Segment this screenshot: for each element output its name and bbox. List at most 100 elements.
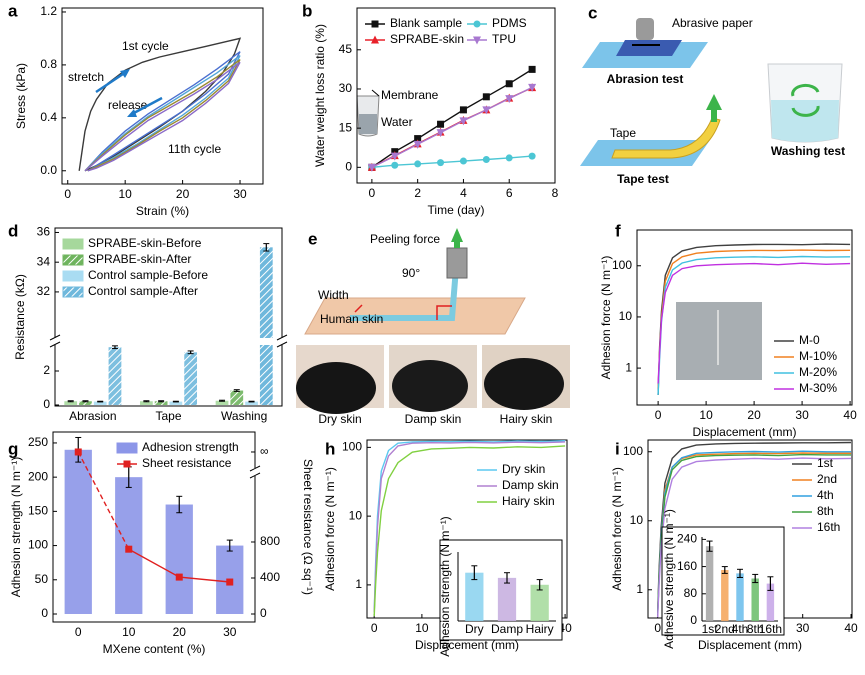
x-tick-label: Abrasion xyxy=(69,409,116,423)
y-tick-label: 1.2 xyxy=(40,4,57,18)
y-tick-label: 15 xyxy=(339,120,353,134)
plot-frame xyxy=(356,7,556,184)
series-line xyxy=(78,37,242,172)
legend-label: 16th xyxy=(817,520,840,534)
annotation: 11th cycle xyxy=(168,142,221,156)
bar xyxy=(154,401,168,405)
y-tick-label: 0 xyxy=(41,606,48,620)
marker xyxy=(175,573,183,581)
x-tick-label: 0 xyxy=(654,621,661,635)
legend-label: M-20% xyxy=(799,365,837,379)
y-tick-label: 10 xyxy=(630,513,644,527)
marker xyxy=(125,545,133,553)
clamp xyxy=(446,247,468,279)
x-tick-label: 20 xyxy=(173,625,187,639)
series-line xyxy=(371,155,533,168)
inset-photo xyxy=(676,302,762,380)
panel-letter: b xyxy=(302,1,312,20)
annotation-arrowhead xyxy=(127,109,137,117)
label: Human skin xyxy=(320,312,383,326)
x-tick-label: 6 xyxy=(506,186,513,200)
axis-break xyxy=(49,334,61,341)
legend-label: Blank sample xyxy=(390,16,462,30)
legend-swatch xyxy=(62,286,84,298)
y-tick-label: 0.0 xyxy=(40,163,57,177)
x-axis-label: Displacement (mm) xyxy=(415,638,519,652)
x-axis-label: MXene content (%) xyxy=(103,642,206,656)
legend-label: Hairy skin xyxy=(502,494,555,508)
y2-axis-label: Sheet resistance (Ω sq⁻¹) xyxy=(301,459,315,595)
axis-break xyxy=(276,341,288,348)
x-tick-label: 2 xyxy=(414,186,421,200)
x-tick-label: 1st xyxy=(702,622,719,636)
annotation: Water xyxy=(381,115,413,129)
y-tick-label: 50 xyxy=(35,572,49,586)
axis-break-gap xyxy=(278,338,286,345)
angle-mark xyxy=(436,305,452,320)
panel-letter: e xyxy=(308,229,317,248)
series-line xyxy=(657,262,851,384)
legend-swatch xyxy=(62,270,84,282)
series-line xyxy=(371,86,533,168)
y-axis-label: Adhesive strength (N m⁻¹) xyxy=(662,509,676,649)
annotation: 1st cycle xyxy=(122,39,169,53)
x-tick-label: 10 xyxy=(699,408,713,422)
arrow xyxy=(706,94,722,122)
legend-swatch xyxy=(62,254,84,266)
marker xyxy=(505,80,513,88)
label: Width xyxy=(318,288,349,302)
x-tick-label: 30 xyxy=(796,621,810,635)
marker xyxy=(482,106,491,115)
axis-break xyxy=(276,334,288,341)
y-tick-label: 800 xyxy=(260,534,280,548)
y-tick-label: 160 xyxy=(677,559,697,573)
legend-label: Control sample-After xyxy=(88,284,198,298)
bar xyxy=(465,572,484,621)
x-tick-label: 20 xyxy=(176,187,190,201)
marker xyxy=(482,155,490,163)
legend-label: Control sample-Before xyxy=(88,268,208,282)
y-tick-label: 45 xyxy=(339,42,353,56)
x-tick-label: 8 xyxy=(552,186,559,200)
x-tick-label: 20 xyxy=(747,408,761,422)
marker xyxy=(74,448,82,456)
x-tick-label: 40 xyxy=(844,621,858,635)
x-tick-label: 16th xyxy=(759,622,782,636)
x-tick-label: 8th xyxy=(747,622,764,636)
x-tick-label: 10 xyxy=(118,187,132,201)
panel-c: c Abrasive paper Abrasion test Tape Tape… xyxy=(580,3,845,186)
tape xyxy=(611,117,721,159)
y-tick-label: ∞ xyxy=(260,444,269,458)
marker xyxy=(436,129,445,138)
y-tick-label: 10 xyxy=(349,508,363,522)
annotation-arrowhead xyxy=(120,69,130,78)
legend-label: 8th xyxy=(817,504,834,518)
legend-label: Sheet resistance xyxy=(142,456,232,470)
legend-swatch xyxy=(116,442,138,454)
x-tick-label: 30 xyxy=(795,408,809,422)
legend-label: M-10% xyxy=(799,349,837,363)
series-line xyxy=(84,51,241,172)
x-tick-label: 30 xyxy=(233,187,247,201)
bar xyxy=(766,583,775,621)
y-axis-label: Resistance (kΩ) xyxy=(13,274,27,360)
marker xyxy=(505,154,513,162)
marker xyxy=(528,152,536,160)
marker xyxy=(528,65,536,73)
y-tick-label: 100 xyxy=(623,444,643,458)
plot-frame xyxy=(61,7,264,185)
marker xyxy=(482,93,490,101)
y-tick-label: 0 xyxy=(43,397,50,411)
x-axis-label: Displacement (mm) xyxy=(692,425,796,439)
bar xyxy=(165,504,193,614)
y-tick-label: 1 xyxy=(625,360,632,374)
annotation: stretch xyxy=(68,70,104,84)
y-tick-label: 0 xyxy=(260,606,267,620)
abrasive-paper xyxy=(616,40,682,56)
annotation-pointer xyxy=(371,89,380,97)
bar xyxy=(497,577,517,621)
axis-break xyxy=(249,472,261,479)
series-line xyxy=(373,445,566,617)
marker xyxy=(414,135,422,143)
bar xyxy=(79,401,92,405)
